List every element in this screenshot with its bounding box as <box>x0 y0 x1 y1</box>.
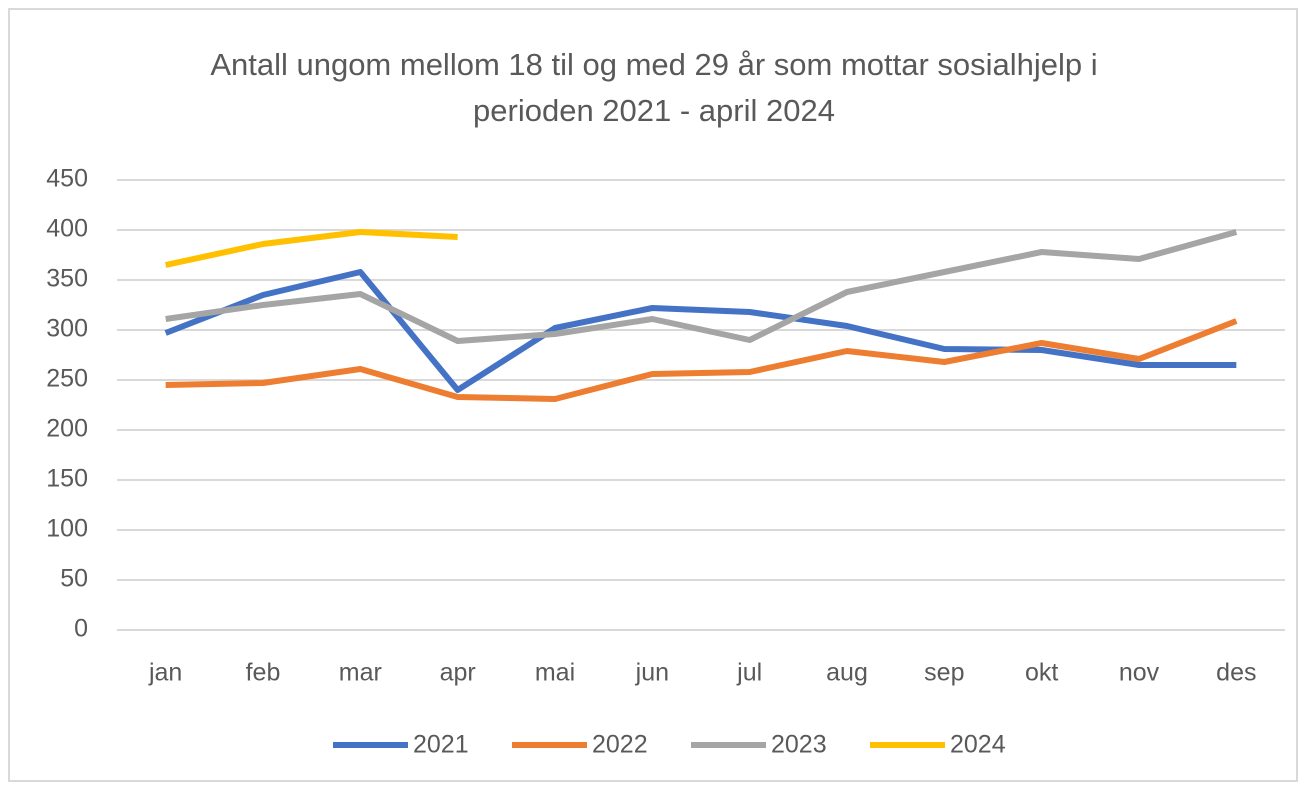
legend-label: 2024 <box>950 731 1006 759</box>
x-tick-label: mar <box>339 659 382 687</box>
y-tick-label: 0 <box>74 615 88 643</box>
y-tick-label: 50 <box>60 565 88 593</box>
y-tick-label: 450 <box>46 165 88 193</box>
x-tick-label: nov <box>1119 659 1160 687</box>
legend-label: 2023 <box>771 731 827 759</box>
y-tick-label: 300 <box>46 315 88 343</box>
y-tick-label: 250 <box>46 365 88 393</box>
y-tick-label: 150 <box>46 465 88 493</box>
chart-frame <box>8 8 1298 782</box>
chart-title: Antall ungom mellom 18 til og med 29 år … <box>210 47 1098 128</box>
x-tick-label: jun <box>635 659 669 687</box>
y-tick-label: 400 <box>46 215 88 243</box>
y-tick-label: 200 <box>46 415 88 443</box>
x-tick-label: mai <box>535 659 575 687</box>
x-tick-label: okt <box>1025 659 1058 687</box>
legend-label: 2022 <box>592 731 648 759</box>
line-series <box>165 229 458 268</box>
line-series <box>164 269 1237 393</box>
line-series <box>165 318 1238 402</box>
title-box: Antall ungom mellom 18 til og med 29 år … <box>0 42 1308 134</box>
x-tick-label: sep <box>924 659 964 687</box>
y-tick-label: 100 <box>46 515 88 543</box>
x-tick-label: apr <box>440 659 476 687</box>
x-tick-label: des <box>1216 659 1256 687</box>
x-tick-label: jul <box>736 659 762 687</box>
x-tick-label: feb <box>246 659 281 687</box>
y-tick-label: 350 <box>46 265 88 293</box>
x-tick-label: jan <box>148 659 182 687</box>
x-tick-label: aug <box>826 659 868 687</box>
legend-label: 2021 <box>413 731 469 759</box>
line-series <box>165 229 1238 344</box>
